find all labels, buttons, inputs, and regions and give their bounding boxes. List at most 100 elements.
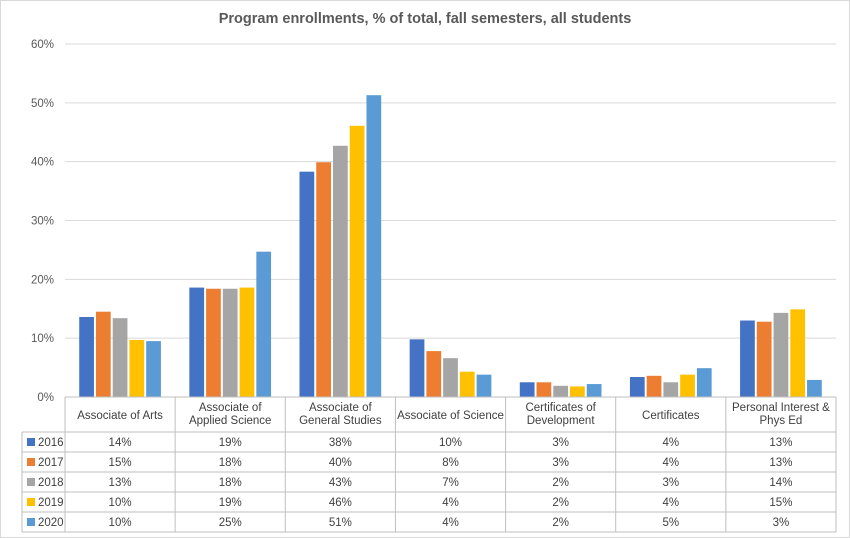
category-label: Associate of	[199, 402, 262, 414]
bar-2019-2	[349, 125, 365, 397]
data-table-cell: 46%	[329, 497, 352, 509]
data-table-cell: 43%	[329, 477, 352, 489]
data-table-cell: 3%	[552, 437, 569, 449]
category-label: Phys Ed	[760, 415, 803, 427]
data-table-cell: 8%	[442, 457, 459, 469]
data-table-cell: 51%	[329, 517, 352, 529]
bar-2016-5	[629, 377, 645, 397]
y-tick-label: 60%	[31, 39, 54, 51]
bar-2019-5	[680, 374, 695, 397]
data-table-cell: 38%	[329, 437, 352, 449]
bar-2017-2	[316, 162, 331, 397]
data-table-cell: 10%	[109, 497, 132, 509]
legend-key-2018	[27, 478, 35, 486]
data-table-cell: 13%	[769, 437, 792, 449]
category-label: Associate of	[309, 402, 372, 414]
legend-key-2019	[27, 498, 35, 506]
legend-label: 2017	[38, 457, 64, 469]
data-table-cell: 7%	[442, 477, 459, 489]
bar-2019-0	[129, 339, 145, 397]
bar-2016-0	[79, 316, 94, 397]
bar-2016-1	[189, 287, 205, 397]
bar-2019-4	[570, 386, 585, 397]
data-table-cell: 19%	[219, 437, 242, 449]
bar-2016-6	[740, 320, 755, 397]
bar-2017-6	[756, 321, 772, 397]
bar-2020-2	[366, 95, 382, 397]
category-label: Development	[527, 415, 596, 427]
data-table-cell: 2%	[552, 497, 569, 509]
data-table-cell: 19%	[219, 497, 242, 509]
data-table-cell: 15%	[109, 457, 132, 469]
data-table-cell: 4%	[662, 437, 679, 449]
bar-2016-2	[299, 171, 315, 397]
data-table-cell: 10%	[109, 517, 132, 529]
data-table-cell: 25%	[219, 517, 242, 529]
bar-2020-3	[476, 374, 492, 397]
bar-2018-6	[773, 312, 789, 397]
legend-label: 2016	[38, 437, 64, 449]
data-table-cell: 4%	[662, 497, 679, 509]
category-label: Associate of Arts	[77, 410, 163, 422]
data-table-cell: 2%	[552, 517, 569, 529]
legend-key-2017	[27, 458, 35, 466]
y-tick-label: 50%	[31, 98, 54, 110]
bar-2017-3	[426, 351, 442, 397]
legend-label: 2020	[38, 517, 64, 529]
data-table-cell: 10%	[439, 437, 462, 449]
bar-2020-1	[256, 251, 272, 397]
bar-2020-5	[696, 368, 712, 397]
chart-title: Program enrollments, % of total, fall se…	[218, 11, 632, 27]
data-table-cell: 13%	[769, 457, 792, 469]
bar-2017-5	[646, 375, 662, 397]
data-table-cell: 14%	[109, 437, 132, 449]
data-table-cell: 2%	[552, 477, 569, 489]
legend-label: 2019	[38, 497, 64, 509]
data-table-cell: 4%	[662, 457, 679, 469]
y-tick-label: 30%	[31, 216, 54, 228]
legend-key-2020	[27, 518, 35, 526]
data-table-cell: 3%	[662, 477, 679, 489]
bar-2018-5	[663, 382, 679, 397]
bar-2018-4	[553, 385, 569, 397]
bar-2020-6	[807, 379, 822, 397]
bar-2017-1	[206, 288, 221, 397]
legend-key-2016	[27, 438, 35, 446]
legend-label: 2018	[38, 477, 64, 489]
bar-2018-0	[112, 318, 128, 397]
data-table-cell: 3%	[552, 457, 569, 469]
bar-2017-4	[536, 382, 552, 397]
data-table-cell: 5%	[662, 517, 679, 529]
bar-2020-4	[586, 384, 602, 397]
bar-2020-0	[146, 341, 161, 397]
y-tick-label: 10%	[31, 333, 54, 345]
bar-2019-6	[790, 309, 806, 397]
data-table-cell: 13%	[109, 477, 132, 489]
data-table-cell: 18%	[219, 457, 242, 469]
bar-2018-3	[443, 358, 458, 397]
category-label: Certificates	[642, 410, 700, 422]
data-table-cell: 4%	[442, 497, 459, 509]
y-tick-label: 0%	[37, 392, 54, 404]
category-label: Associate of Science	[397, 410, 504, 422]
bar-2016-3	[409, 339, 425, 397]
data-table-cell: 4%	[442, 517, 459, 529]
data-table-cell: 3%	[773, 517, 790, 529]
category-label: Applied Science	[189, 415, 271, 427]
data-table-cell: 18%	[219, 477, 242, 489]
data-table-cell: 14%	[769, 477, 792, 489]
data-table-cell: 15%	[769, 497, 792, 509]
bar-2019-3	[459, 371, 475, 397]
y-tick-label: 40%	[31, 157, 54, 169]
y-tick-label: 20%	[31, 274, 54, 286]
bar-2018-2	[332, 145, 348, 397]
bar-2017-0	[95, 311, 111, 397]
category-label: Personal Interest &	[732, 402, 830, 414]
bar-2018-1	[222, 288, 238, 397]
bar-2019-1	[239, 287, 255, 397]
bar-2016-4	[519, 382, 535, 397]
category-label: Certificates of	[525, 402, 596, 414]
data-table-cell: 40%	[329, 457, 352, 469]
